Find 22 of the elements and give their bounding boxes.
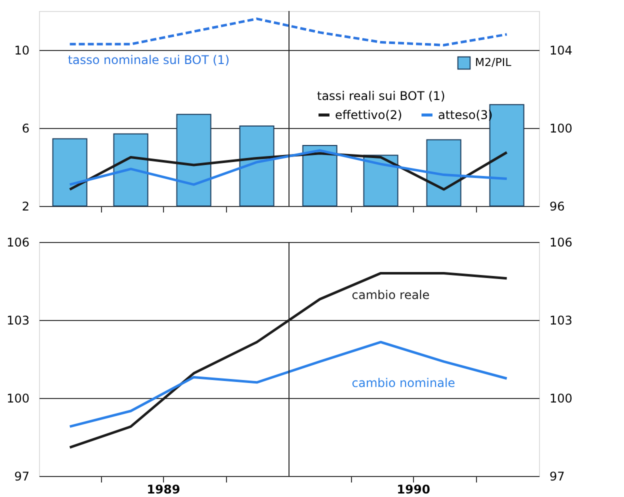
y2-tick-label: 97	[550, 470, 565, 484]
y-tick-label: 10	[14, 44, 30, 58]
y2-tick-label: 104	[550, 44, 572, 58]
y-tick-label: 6	[22, 122, 30, 136]
y-tick-label: 106	[6, 236, 30, 250]
y2-tick-label: 100	[550, 392, 572, 406]
legend-title: tassi reali sui BOT (1)	[317, 89, 446, 103]
x-tick-label: 1989	[146, 482, 180, 496]
y2-tick-label: 103	[550, 314, 572, 328]
series-label: tasso nominale sui BOT (1)	[68, 53, 230, 68]
y-tick-label: 2	[22, 200, 30, 214]
series-label: cambio nominale	[352, 376, 456, 390]
legend-label: effettivo(2)	[335, 108, 402, 122]
y-tick-label: 97	[14, 470, 30, 484]
y2-tick-label: 96	[550, 200, 565, 214]
x-tick-label: 1990	[396, 482, 430, 496]
y-tick-label: 100	[6, 392, 30, 406]
y-tick-label: 103	[6, 314, 30, 328]
y2-tick-label: 100	[550, 122, 572, 136]
y2-tick-label: 106	[550, 236, 572, 250]
legend-label: M2/PIL	[475, 56, 512, 69]
series-label: cambio reale	[352, 288, 430, 302]
